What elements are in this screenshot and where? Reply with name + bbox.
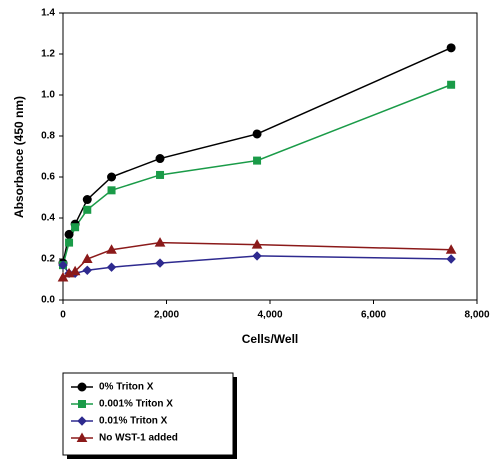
legend-label: 0.01% Triton X (99, 416, 168, 427)
y-tick-label: 1.2 (41, 49, 55, 60)
data-point (447, 80, 456, 89)
y-tick-label: 0.0 (41, 295, 55, 306)
legend-marker (77, 382, 87, 392)
data-point (71, 223, 80, 232)
data-point (253, 156, 262, 165)
series-line (62, 47, 452, 264)
data-point (251, 239, 263, 249)
data-point (446, 43, 456, 53)
x-tick-label: 8,000 (464, 310, 489, 321)
data-point (445, 244, 457, 254)
data-point (446, 254, 456, 264)
legend-marker (78, 400, 86, 408)
data-point (58, 260, 68, 270)
data-point (81, 253, 93, 263)
data-point (82, 265, 92, 275)
y-tick-label: 0.6 (41, 172, 55, 183)
x-tick-label: 2,000 (154, 310, 179, 321)
y-tick-label: 0.4 (41, 213, 55, 224)
data-point (155, 154, 165, 164)
legend-label: 0% Triton X (99, 382, 154, 393)
data-point (106, 244, 117, 254)
data-point (252, 129, 262, 139)
data-point (106, 262, 117, 272)
y-tick-label: 1.0 (41, 90, 55, 101)
data-point (65, 238, 74, 247)
legend-marker (77, 416, 87, 426)
y-tick-label: 1.4 (41, 8, 55, 19)
y-tick-label: 0.8 (41, 131, 55, 142)
legend-marker (76, 432, 88, 442)
y-axis-title: Absorbance (450 nm) (12, 96, 26, 218)
data-point (64, 229, 74, 239)
x-axis-title: Cells/Well (242, 332, 298, 346)
y-tick-label: 0.2 (41, 254, 55, 265)
data-point (69, 265, 81, 276)
data-point (154, 237, 166, 247)
data-point (156, 170, 165, 179)
data-point (82, 195, 92, 205)
data-point (252, 251, 262, 261)
data-point (83, 205, 92, 214)
legend-label: No WST-1 added (99, 433, 178, 444)
legend-label: 0.001% Triton X (99, 399, 173, 410)
plot-frame (62, 12, 478, 301)
data-point (107, 186, 116, 195)
data-point (155, 258, 165, 268)
data-point (107, 172, 117, 182)
x-tick-label: 0 (60, 310, 66, 321)
series-line (62, 84, 452, 266)
x-tick-label: 4,000 (257, 310, 282, 321)
x-tick-label: 6,000 (361, 310, 386, 321)
